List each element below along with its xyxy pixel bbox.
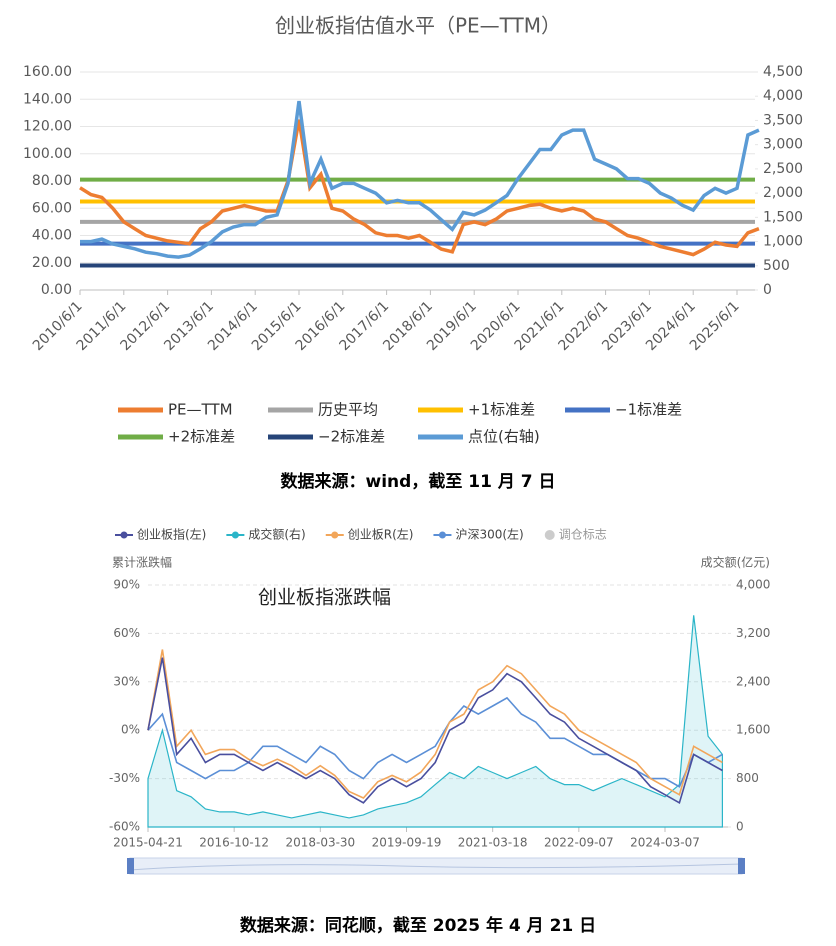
y2-tick-label: 4,500 (763, 64, 803, 80)
y2-tick-label: 1,000 (763, 234, 803, 250)
legend-label: −2标准差 (318, 428, 385, 446)
y-tick-label: 90% (113, 578, 140, 592)
y2-tick-label: 1,600 (736, 723, 770, 737)
x-tick-label: 2016-10-12 (199, 836, 269, 850)
y2-tick-label: 0 (736, 820, 744, 834)
source-note: 数据来源：同花顺，截至 2025 年 4 月 21 日 (240, 915, 596, 936)
y2-tick-label: 4,000 (736, 578, 770, 592)
legend-label: +1标准差 (468, 401, 535, 419)
y-tick-label: -30% (109, 771, 140, 785)
legend-label: +2标准差 (168, 428, 235, 446)
zoom-slider[interactable] (127, 857, 745, 875)
legend-label: 历史平均 (318, 401, 378, 419)
y2-tick-label: 3,500 (763, 112, 803, 128)
line (79, 119, 760, 257)
line (80, 100, 760, 259)
y-tick-label: 160.00 (23, 64, 72, 80)
chart-title: 创业板指估值水平（PE—TTM） (275, 14, 561, 38)
legend-dot (231, 531, 239, 539)
area (147, 615, 723, 828)
x-tick-label: 2019-09-19 (372, 836, 442, 850)
axis-title: 成交额(亿元) (701, 555, 770, 570)
legend-label: 创业板R(左) (348, 527, 414, 542)
y-tick-label: -60% (109, 820, 140, 834)
legend-dot (331, 531, 339, 539)
y2-tick-label: 500 (763, 258, 790, 274)
y2-tick-label: 2,500 (763, 161, 803, 177)
y2-tick-label: 3,200 (736, 626, 770, 640)
y-tick-label: 60.00 (32, 200, 72, 216)
y-tick-label: 40.00 (32, 228, 72, 244)
y-tick-label: 140.00 (23, 91, 72, 107)
y-tick-label: 60% (113, 626, 140, 640)
legend-dot (544, 530, 555, 540)
y2-tick-label: 1,500 (763, 209, 803, 225)
y-tick-label: 100.00 (23, 146, 72, 162)
y2-tick-label: 4,000 (763, 88, 803, 104)
y-tick-label: 0% (121, 723, 140, 737)
legend-label: 调仓标志 (559, 528, 607, 542)
y-tick-label: 30% (113, 674, 140, 688)
legend-label: 创业板指(左) (137, 527, 206, 542)
y-tick-label: 120.00 (23, 119, 72, 135)
legend-label: PE—TTM (168, 401, 233, 419)
y2-tick-label: 2,400 (736, 674, 770, 688)
y-tick-label: 20.00 (32, 255, 72, 271)
line (147, 696, 723, 788)
legend-label: 成交额(右) (248, 527, 305, 542)
x-tick-label: 2024-03-07 (630, 836, 700, 850)
legend-label: 沪深300(左) (455, 527, 523, 542)
x-tick-label: 2022-09-07 (544, 836, 614, 850)
source-note: 数据来源：wind，截至 11 月 7 日 (281, 471, 556, 492)
legend-label: −1标准差 (615, 401, 682, 419)
axis-title: 累计涨跌幅 (112, 555, 172, 570)
y-tick-label: 80.00 (32, 173, 72, 189)
y2-tick-label: 2,000 (763, 185, 803, 201)
legend-label: 点位(右轴) (468, 428, 540, 446)
x-tick-label: 2015-04-21 (113, 836, 183, 850)
y2-tick-label: 800 (736, 771, 759, 785)
y2-tick-label: 3,000 (763, 137, 803, 153)
x-tick-label: 2018-03-30 (285, 836, 355, 850)
chart-title: 创业板指涨跌幅 (258, 587, 391, 609)
line (147, 649, 723, 799)
x-tick-label: 2021-03-18 (458, 836, 528, 850)
legend-dot (120, 531, 128, 539)
y-tick-label: 0.00 (41, 282, 72, 298)
legend-dot (438, 531, 446, 539)
line (147, 657, 723, 804)
y2-tick-label: 0 (763, 282, 772, 298)
